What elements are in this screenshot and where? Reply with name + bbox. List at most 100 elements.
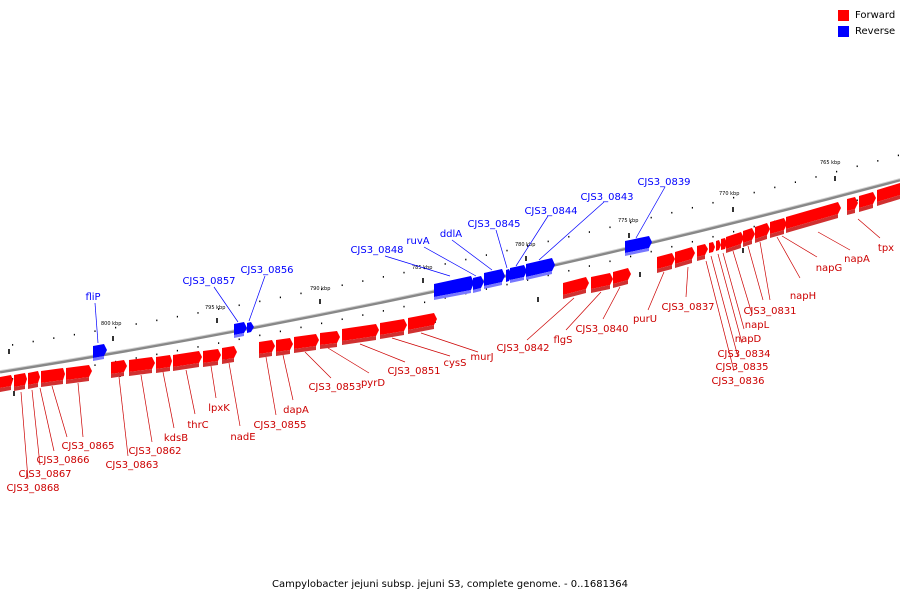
minor-tick [506, 249, 508, 252]
gene-CJS3_0831[interactable] [755, 223, 770, 243]
gene-napL[interactable] [726, 232, 744, 253]
gene-flgS[interactable] [591, 273, 613, 293]
label-CJS3_0857: CJS3_0857 [182, 276, 235, 287]
minor-tick [135, 323, 137, 325]
gene-nadE[interactable] [222, 346, 237, 364]
scale-label-770: 770 kbp [719, 191, 739, 197]
label-ruvA: ruvA [406, 236, 429, 247]
minor-tick [794, 181, 796, 183]
gene-CJS3_0839[interactable] [625, 236, 652, 256]
label-ddlA: ddlA [440, 229, 462, 240]
gene-CJS3_0856[interactable] [247, 322, 254, 333]
minor-tick [671, 211, 673, 214]
gene-CJS3_0844[interactable] [510, 265, 527, 283]
label-fliP: fliP [85, 292, 100, 303]
gene-CJS3_0835[interactable] [709, 242, 715, 253]
gene-CJS3_0837[interactable] [675, 247, 695, 268]
gene-CJS3_0851[interactable] [342, 324, 379, 345]
leader-line [602, 286, 621, 320]
gene-CJS3_0867[interactable] [14, 373, 27, 391]
leader-line [213, 286, 239, 323]
minor-tick [382, 310, 384, 312]
scale-label-780: 780 kbp [515, 242, 535, 248]
gene-CJS3_0843[interactable] [526, 258, 555, 280]
leader-line [304, 351, 332, 379]
gene-CJS3_0857[interactable] [234, 322, 247, 338]
gene-CJS3_0868[interactable] [0, 375, 13, 392]
gene-thrC[interactable] [173, 351, 202, 371]
minor-tick [424, 301, 426, 304]
gene-CJS3_0863[interactable] [111, 360, 127, 378]
gene-tpx-a[interactable] [859, 192, 876, 212]
label-CJS3_0839: CJS3_0839 [637, 177, 690, 188]
gene-CJS3_0865-a[interactable] [41, 368, 65, 387]
leader-line [781, 235, 818, 258]
gene-CJS3_0862[interactable] [129, 357, 155, 376]
gene-CJS3_0866[interactable] [28, 371, 40, 389]
leader-line [210, 365, 217, 399]
gene-CJS3_0848[interactable] [434, 276, 474, 300]
leader-line [391, 337, 451, 357]
gene-CJS3_0842[interactable] [563, 277, 589, 299]
gene-dapA[interactable] [276, 338, 293, 356]
gene-ddlA[interactable] [484, 269, 505, 289]
legend-item-reverse[interactable]: Reverse [838, 24, 898, 39]
label-nadE: nadE [230, 432, 255, 443]
minor-tick [856, 199, 858, 202]
gene-lpxK[interactable] [203, 349, 221, 367]
minor-tick [609, 226, 611, 229]
scale-label-790: 790 kbp [310, 286, 330, 292]
leader-line [94, 302, 99, 344]
gene-CJS3_0836[interactable] [697, 244, 708, 261]
gene-tpx[interactable] [877, 183, 900, 206]
gene-kdsB[interactable] [156, 355, 172, 373]
gene-fliP[interactable] [93, 344, 107, 361]
minor-tick [12, 344, 14, 346]
leader-line [51, 385, 68, 438]
forward-swatch [838, 10, 849, 21]
gene-purU[interactable] [657, 253, 675, 273]
gene-cysS[interactable] [380, 319, 407, 339]
gene-CJS3_0865[interactable] [66, 365, 92, 384]
leader-line [776, 236, 801, 279]
label-CJS3_0863: CJS3_0863 [105, 460, 158, 471]
leader-line [710, 255, 739, 358]
minor-tick [774, 186, 776, 189]
scale-label-800: 800 kbp [101, 321, 121, 327]
gene-napA[interactable] [847, 197, 858, 215]
gene-pyrD[interactable] [320, 331, 340, 349]
leader-line [759, 241, 771, 301]
minor-tick [341, 284, 343, 287]
label-CJS3_0853: CJS3_0853 [308, 382, 361, 393]
scale-label-785: 785 kbp [412, 265, 432, 271]
gene-ruvA[interactable] [473, 276, 484, 293]
label-CJS3_0867: CJS3_0867 [18, 469, 71, 480]
gene-CJS3_0855[interactable] [259, 340, 275, 358]
minor-tick [238, 304, 240, 307]
minor-tick [279, 330, 281, 333]
gene-CJS3_0834[interactable] [716, 240, 721, 251]
gene-CJS3_0840[interactable] [613, 268, 631, 288]
legend-item-forward[interactable]: Forward [838, 8, 898, 23]
minor-tick [321, 322, 323, 325]
label-CJS3_0843: CJS3_0843 [580, 192, 633, 203]
label-CJS3_0840: CJS3_0840 [575, 324, 628, 335]
minor-tick [115, 326, 117, 329]
leader-line [228, 362, 241, 427]
minor-tick [712, 201, 714, 204]
label-CJS3_0837: CJS3_0837 [661, 302, 714, 313]
minor-tick [691, 206, 693, 209]
gene-napG[interactable] [786, 202, 841, 233]
gene-CJS3_0831-a[interactable] [743, 228, 755, 247]
gene-napD[interactable] [721, 238, 727, 250]
gene-CJS3_0853[interactable] [294, 334, 319, 353]
leader-line [495, 229, 508, 269]
label-CJS3_0831: CJS3_0831 [743, 306, 796, 317]
forward-labels: CJS3_0868 CJS3_0867 CJS3_0866 CJS3_0865 … [6, 218, 894, 494]
label-napD: napD [735, 334, 762, 345]
minor-tick [300, 292, 302, 295]
minor-tick [485, 288, 487, 290]
gene-murJ[interactable] [408, 313, 437, 334]
figure-caption: Campylobacter jejuni subsp. jejuni S3, c… [271, 579, 629, 590]
gene-napH[interactable] [770, 218, 787, 238]
